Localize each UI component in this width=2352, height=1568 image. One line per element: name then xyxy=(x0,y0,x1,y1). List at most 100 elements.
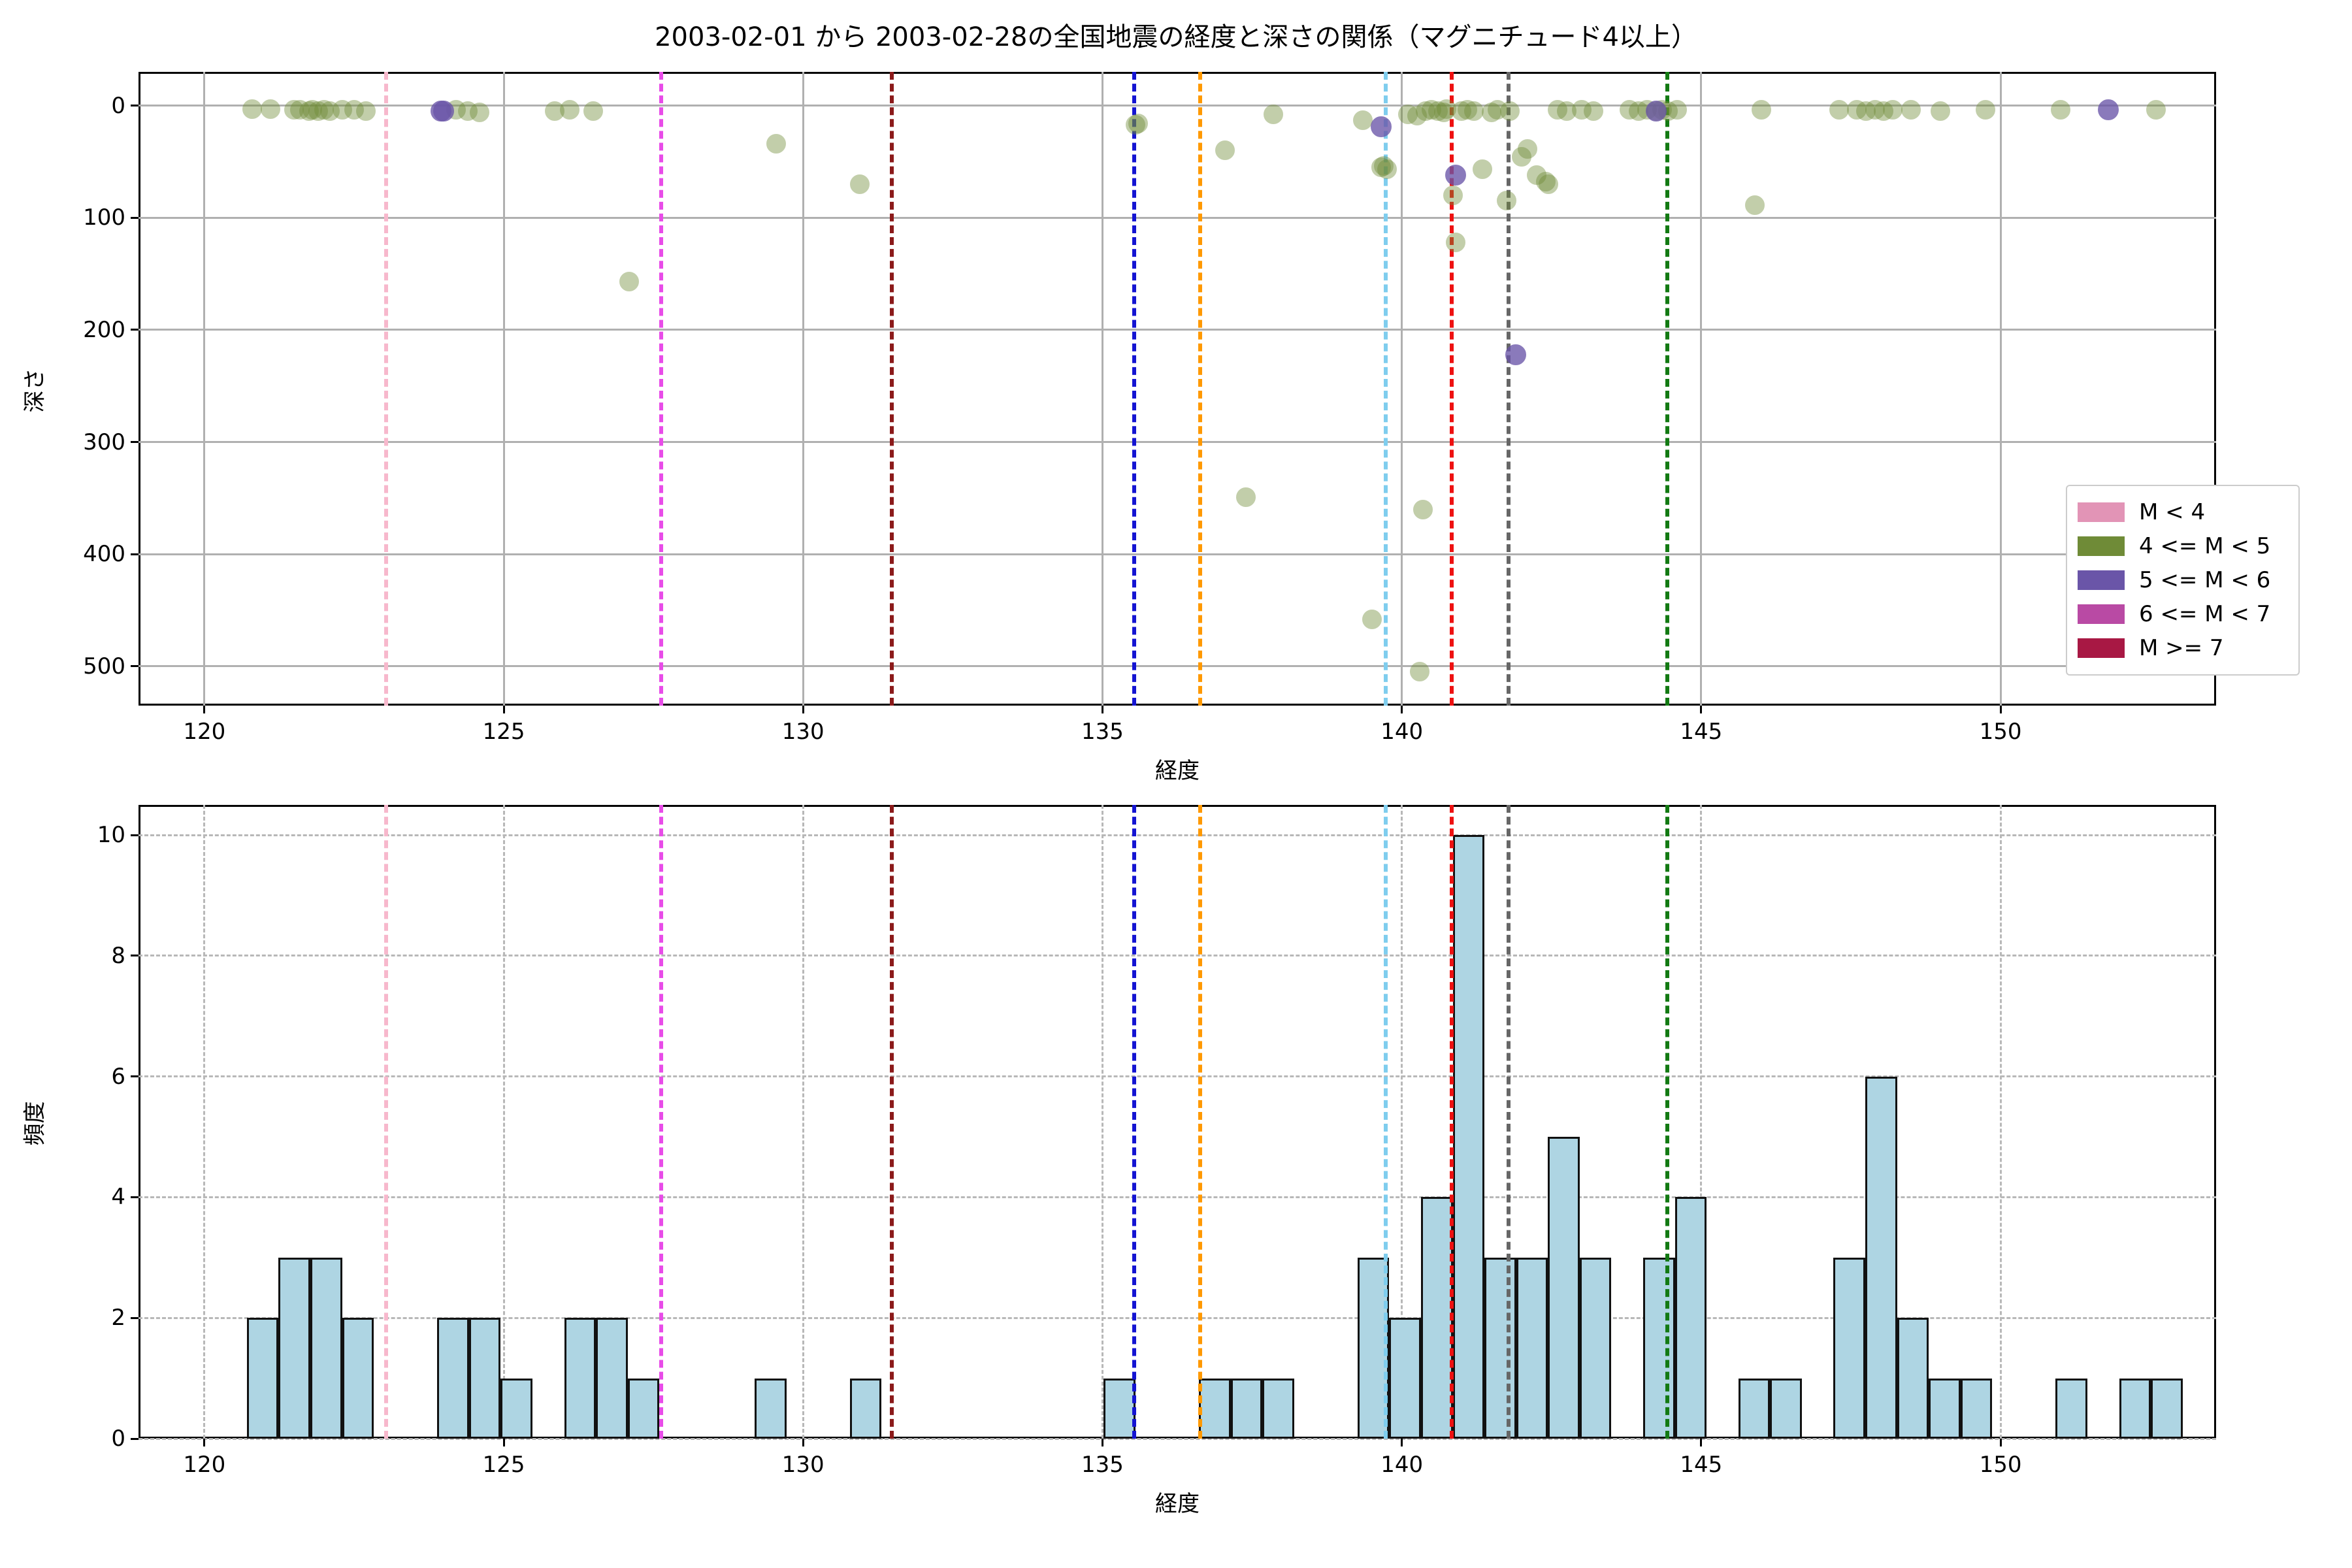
gridline-vertical xyxy=(802,72,804,706)
gridline-horizontal xyxy=(139,1437,2216,1440)
reference-line-lightblue xyxy=(1384,805,1388,1439)
scatter-point xyxy=(1751,100,1771,120)
scatter-x-axis-label: 経度 xyxy=(1155,758,1200,784)
scatter-point xyxy=(1362,609,1382,629)
histogram-bar xyxy=(627,1378,660,1439)
reference-line-magenta xyxy=(659,805,664,1439)
legend-item-1: 4 <= M < 5 xyxy=(2078,529,2287,563)
histogram-bar xyxy=(1770,1378,1802,1439)
x-tick-label: 145 xyxy=(1680,719,1723,745)
scatter-plot-axes xyxy=(139,72,2216,706)
scatter-point xyxy=(2098,99,2119,121)
reference-line-orange xyxy=(1198,72,1203,706)
gridline-vertical xyxy=(203,805,206,1439)
x-tick-mark xyxy=(1101,1439,1103,1446)
x-tick-mark xyxy=(502,1439,505,1446)
legend-label: M >= 7 xyxy=(2139,635,2224,661)
scatter-point xyxy=(1539,174,1559,194)
histogram-bar xyxy=(1929,1378,1961,1439)
histogram-bar xyxy=(1103,1378,1135,1439)
gridline-horizontal xyxy=(139,329,2216,331)
scatter-plot-overlay xyxy=(139,72,2216,706)
gridline-vertical xyxy=(1700,805,1703,1439)
scatter-point xyxy=(2146,100,2166,120)
histogram-bar xyxy=(1642,1257,1675,1439)
legend-label: 6 <= M < 7 xyxy=(2139,601,2271,627)
legend-swatch-2 xyxy=(2078,570,2125,590)
gridline-vertical xyxy=(1401,805,1403,1439)
scatter-point xyxy=(433,101,455,122)
histogram-bar xyxy=(1230,1378,1263,1439)
y-tick-label: 100 xyxy=(83,204,125,231)
legend-item-4: M >= 7 xyxy=(2078,631,2287,665)
legend-swatch-1 xyxy=(2078,536,2125,556)
reference-line-green xyxy=(1665,72,1669,706)
histogram-bar xyxy=(564,1318,596,1439)
x-tick-label: 135 xyxy=(1081,719,1124,745)
histogram-bar xyxy=(1484,1257,1516,1439)
y-tick-mark xyxy=(131,665,139,668)
y-tick-mark xyxy=(131,834,139,836)
gridline-vertical xyxy=(1101,72,1103,706)
page-title: 2003-02-01 から 2003-02-28の全国地震の経度と深さの関係（マ… xyxy=(655,22,1697,52)
gridline-vertical xyxy=(1999,805,2002,1439)
reference-line-blue xyxy=(1132,72,1137,706)
reference-line-blue xyxy=(1132,805,1137,1439)
histogram-bar xyxy=(500,1378,532,1439)
scatter-point xyxy=(1497,191,1517,211)
legend-label: 4 <= M < 5 xyxy=(2139,533,2271,559)
gridline-horizontal xyxy=(139,216,2216,219)
legend-swatch-0 xyxy=(2078,502,2125,522)
scatter-point xyxy=(850,174,870,194)
x-tick-mark xyxy=(203,706,206,713)
legend-swatch-4 xyxy=(2078,638,2125,658)
histogram-bar xyxy=(1833,1257,1865,1439)
histogram-bar xyxy=(755,1378,787,1439)
scatter-point xyxy=(2050,100,2070,120)
scatter-point xyxy=(1931,101,1951,122)
scatter-point xyxy=(1263,105,1283,125)
gridline-horizontal xyxy=(139,1196,2216,1198)
gridline-horizontal xyxy=(139,105,2216,106)
y-tick-label: 6 xyxy=(111,1063,125,1090)
reference-line-green xyxy=(1665,805,1669,1439)
histogram-bar xyxy=(468,1318,501,1439)
legend-item-3: 6 <= M < 7 xyxy=(2078,597,2287,631)
x-tick-mark xyxy=(802,706,804,713)
y-tick-label: 8 xyxy=(111,942,125,969)
scatter-point xyxy=(1646,101,1667,122)
scatter-point xyxy=(559,100,580,120)
reference-line-gray xyxy=(1507,72,1511,706)
scatter-point xyxy=(1473,159,1493,180)
histogram-bar xyxy=(596,1318,628,1439)
x-tick-label: 120 xyxy=(183,719,226,745)
reference-line-pink xyxy=(384,72,388,706)
y-tick-label: 4 xyxy=(111,1184,125,1211)
gridline-horizontal xyxy=(139,665,2216,668)
scatter-point xyxy=(1443,185,1463,205)
histogram-bar xyxy=(310,1257,342,1439)
histogram-bar xyxy=(2151,1378,2183,1439)
histogram-y-axis-label: 頻度 xyxy=(22,1101,48,1146)
scatter-point xyxy=(583,101,604,122)
scatter-point xyxy=(766,133,786,154)
x-tick-mark xyxy=(1401,706,1403,713)
reference-line-red xyxy=(1449,805,1454,1439)
gridline-vertical xyxy=(1700,72,1703,706)
y-tick-label: 0 xyxy=(111,92,125,119)
reference-line-darkred xyxy=(890,72,894,706)
y-tick-label: 300 xyxy=(83,429,125,455)
gridline-horizontal xyxy=(139,1075,2216,1078)
scatter-point xyxy=(1505,344,1526,365)
x-tick-mark xyxy=(203,1439,206,1446)
scatter-point xyxy=(1976,100,1996,120)
legend-swatch-3 xyxy=(2078,604,2125,624)
gridline-vertical xyxy=(502,805,505,1439)
scatter-point xyxy=(1128,113,1149,133)
y-tick-label: 200 xyxy=(83,316,125,343)
reference-line-magenta xyxy=(659,72,664,706)
histogram-bar xyxy=(437,1318,469,1439)
scatter-point xyxy=(356,101,376,122)
histogram-bar xyxy=(278,1257,310,1439)
